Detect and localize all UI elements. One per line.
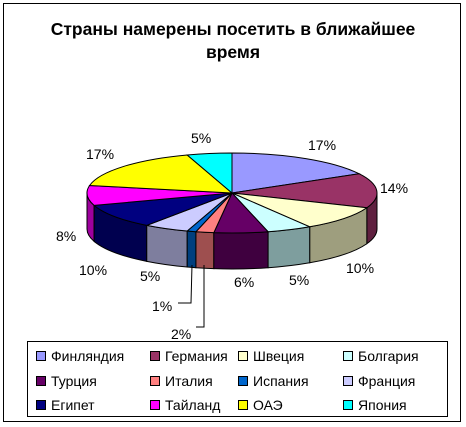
- data-label-11: 5%: [191, 130, 212, 146]
- leader-line-0: [196, 265, 205, 328]
- data-label-5: 2%: [171, 326, 192, 342]
- slice-0: [231, 152, 361, 194]
- legend-item-11: Япония: [343, 397, 407, 413]
- legend-item-10: ОАЭ: [238, 397, 283, 413]
- slice-side-3: [267, 226, 311, 269]
- legend-label-9: Тайланд: [165, 397, 221, 413]
- legend-swatch-11: [343, 400, 353, 411]
- data-label-10: 17%: [86, 146, 115, 162]
- legend-label-7: Франция: [358, 373, 416, 389]
- legend-label-4: Турция: [51, 373, 97, 389]
- legend-swatch-2: [238, 351, 248, 362]
- legend-label-2: Швеция: [253, 348, 305, 364]
- legend-item-0: Финляндия: [36, 348, 124, 364]
- legend-item-8: Египет: [36, 397, 95, 413]
- data-label-0: 17%: [308, 137, 337, 153]
- legend-label-10: ОАЭ: [253, 397, 283, 413]
- legend-label-8: Египет: [51, 397, 95, 413]
- legend-item-7: Франция: [343, 373, 415, 389]
- data-label-6: 1%: [152, 298, 173, 314]
- legend-swatch-4: [36, 376, 46, 387]
- legend-label-1: Германия: [165, 348, 228, 364]
- legend-swatch-10: [238, 400, 248, 411]
- legend-item-4: Турция: [36, 373, 97, 389]
- chart-title: Страны намерены посетить в ближайшее вре…: [50, 19, 416, 62]
- slice-1: [231, 173, 378, 209]
- legend-swatch-6: [238, 376, 248, 387]
- legend-item-5: Италия: [150, 373, 213, 389]
- legend-swatch-1: [150, 351, 160, 362]
- slice-side-5: [195, 231, 215, 270]
- legend: Финляндия Германия Швеция Болгария Турция Ита…: [27, 341, 448, 417]
- slice-side-4: [213, 231, 269, 270]
- slice-2: [231, 192, 369, 228]
- legend-label-6: Испания: [253, 373, 309, 389]
- legend-item-3: Болгария: [343, 348, 419, 364]
- legend-item-1: Германия: [150, 348, 228, 364]
- slice-8: [92, 192, 233, 226]
- legend-swatch-7: [343, 376, 353, 387]
- data-label-4: 6%: [234, 274, 255, 290]
- slice-11: [185, 152, 233, 195]
- legend-swatch-0: [36, 351, 46, 362]
- legend-swatch-8: [36, 400, 46, 411]
- leader-line-1: [178, 264, 193, 304]
- data-label-2: 10%: [346, 260, 375, 276]
- legend-label-3: Болгария: [358, 348, 419, 364]
- data-label-3: 5%: [289, 272, 310, 288]
- legend-label-0: Финляндия: [51, 348, 125, 364]
- data-label-7: 5%: [140, 268, 161, 284]
- legend-swatch-9: [150, 400, 160, 411]
- slice-10: [88, 154, 234, 194]
- data-label-8: 10%: [79, 262, 108, 278]
- legend-item-2: Швеция: [238, 348, 304, 364]
- legend-label-5: Италия: [165, 373, 213, 389]
- legend-label-11: Япония: [358, 397, 407, 413]
- legend-item-9: Тайланд: [150, 397, 220, 413]
- legend-item-6: Испания: [238, 373, 309, 389]
- data-label-1: 14%: [380, 180, 409, 196]
- pie-chart: [86, 152, 378, 328]
- legend-swatch-3: [343, 351, 353, 362]
- slice-side-6: [186, 230, 197, 269]
- data-label-9: 8%: [56, 228, 77, 244]
- slice-side-7: [146, 224, 188, 268]
- legend-swatch-5: [150, 376, 160, 387]
